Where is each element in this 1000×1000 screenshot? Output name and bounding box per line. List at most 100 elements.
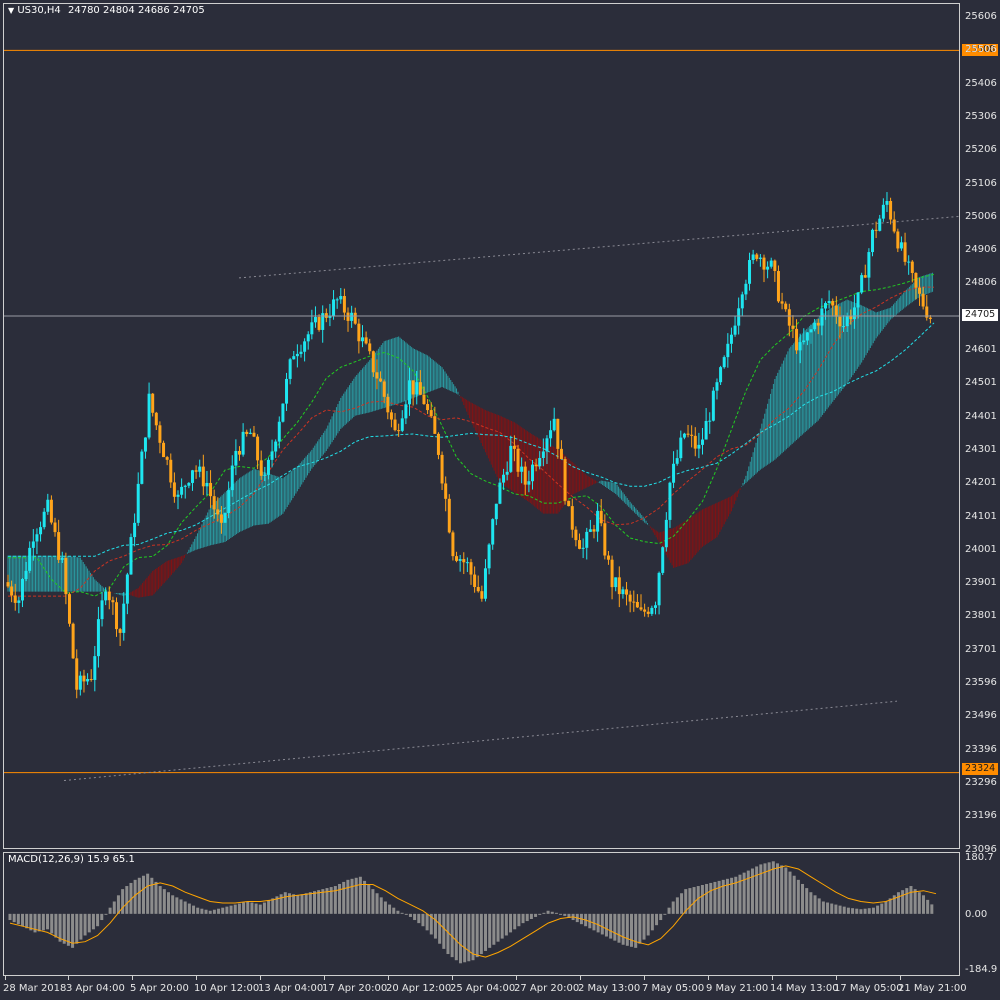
macd-bar	[338, 883, 342, 914]
macd-bar	[258, 904, 262, 914]
macd-bar	[62, 913, 66, 944]
candle-body	[332, 299, 336, 317]
candle-body	[791, 325, 795, 329]
macd-bar	[475, 913, 479, 958]
price-tick-label: 23901	[965, 577, 997, 589]
candle-body	[603, 523, 607, 556]
candle-body	[914, 272, 918, 288]
candle-body	[288, 359, 292, 379]
macd-bar	[926, 899, 930, 914]
macd-pane[interactable]: MACD(12,26,9) 15.9 65.1	[3, 852, 960, 976]
macd-bar	[179, 899, 183, 914]
macd-bar	[859, 909, 863, 914]
candle-body	[17, 600, 21, 603]
candle-body	[787, 309, 791, 326]
candle-body	[606, 555, 610, 560]
candle-body	[306, 334, 310, 342]
macd-bar	[308, 892, 312, 914]
macd-bar	[438, 913, 442, 944]
candle-body	[444, 483, 448, 499]
candle-body	[635, 601, 639, 608]
macd-bar	[350, 878, 354, 914]
candle-body	[151, 393, 155, 413]
candle-body	[581, 547, 585, 549]
candle-body	[270, 451, 274, 460]
macd-bar	[275, 896, 279, 914]
candle-body	[411, 380, 415, 395]
macd-bar	[876, 905, 880, 914]
candle-body	[256, 436, 260, 461]
macd-bar	[21, 913, 25, 927]
candle-body	[863, 275, 867, 278]
macd-bar	[684, 889, 688, 914]
time-tick	[68, 976, 69, 980]
macd-bar	[458, 913, 462, 964]
candle-body	[856, 292, 860, 308]
candle-body	[455, 556, 459, 561]
candle-body	[60, 557, 64, 560]
macd-bar	[379, 897, 383, 914]
macd-bar	[809, 892, 813, 914]
candle-body	[729, 334, 733, 344]
candle-body	[125, 574, 129, 604]
chart-title: ▼ US30,H4 24780 24804 24686 24705	[8, 5, 205, 16]
candle-body	[436, 433, 440, 455]
candle-body	[266, 459, 270, 475]
candle-body	[86, 679, 90, 682]
candle-body	[24, 570, 28, 580]
time-tick	[516, 976, 517, 980]
candle-body	[719, 367, 723, 383]
time-tick	[836, 976, 837, 980]
candle-body	[303, 341, 307, 352]
macd-bar	[730, 877, 734, 914]
macd-bar	[325, 888, 329, 914]
macd-bar	[396, 910, 400, 914]
price-pane[interactable]: ▼ US30,H4 24780 24804 24686 24705	[3, 3, 960, 849]
macd-bar	[271, 898, 275, 914]
candle-body	[679, 437, 683, 459]
time-tick-label: 25 Apr 04:00	[450, 983, 516, 994]
candle-body	[559, 448, 563, 460]
price-tick-label: 23096	[965, 843, 997, 855]
macd-bar	[141, 875, 145, 914]
time-tick-label: 3 Apr 04:00	[66, 983, 125, 994]
candle-body	[393, 419, 397, 431]
candle-body	[715, 382, 719, 391]
candle-body	[447, 498, 451, 533]
candle-body	[809, 329, 813, 333]
macd-bar	[563, 913, 567, 916]
macd-bar	[813, 895, 817, 914]
candle-body	[20, 579, 24, 601]
macd-bar	[529, 913, 533, 920]
macd-histogram	[8, 861, 934, 964]
candle-body	[198, 466, 202, 472]
candle-body	[523, 466, 527, 485]
candle-body	[769, 260, 773, 267]
macd-bar	[196, 907, 200, 914]
macd-bar	[150, 877, 154, 914]
candle-body	[672, 463, 676, 483]
macd-bar	[617, 913, 621, 943]
candle-body	[67, 594, 71, 624]
candle-body	[473, 574, 477, 587]
macd-bar	[826, 902, 830, 914]
candle-body	[190, 470, 194, 483]
macd-bar	[625, 913, 629, 946]
macd-bar	[83, 913, 87, 936]
candle-body	[798, 342, 802, 351]
macd-bar	[796, 879, 800, 914]
macd-bar	[71, 913, 75, 948]
triangle-down-icon[interactable]: ▼	[8, 6, 15, 15]
macd-bar	[805, 888, 809, 914]
candle-body	[881, 204, 885, 219]
candle-body	[740, 294, 744, 309]
macd-bar	[12, 913, 16, 923]
price-tick-label: 24401	[965, 410, 997, 422]
candle-body	[527, 481, 531, 485]
candle-body	[35, 534, 39, 542]
macd-title: MACD(12,26,9) 15.9 65.1	[8, 854, 135, 865]
candle-body	[693, 435, 697, 449]
macd-bar	[913, 889, 917, 914]
candle-body	[216, 509, 220, 515]
